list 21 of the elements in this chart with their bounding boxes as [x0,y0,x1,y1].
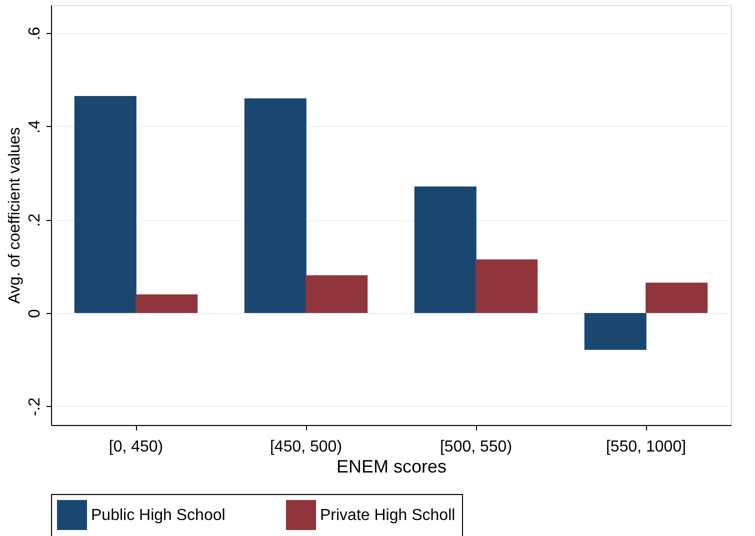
bar [74,96,136,313]
bar [414,186,476,313]
bar [646,282,708,313]
x-axis-title: ENEM scores [336,456,447,476]
x-tick-label: [450, 500) [270,438,342,456]
bar [584,313,646,350]
bar [306,275,368,313]
x-tick-label: [0, 450) [108,438,164,456]
y-tick-label: .2 [26,213,44,227]
bar [476,259,538,313]
bar [136,294,198,313]
x-tick-label: [550, 1000] [606,438,686,456]
y-tick-label: .4 [26,120,44,134]
x-tick-label: [500, 550) [440,438,512,456]
legend-label: Private High Scholl [320,507,456,524]
y-axis-title: Avg. of coefficient values [6,127,24,304]
y-tick-label: .6 [26,26,44,40]
y-tick-label: -.2 [26,397,44,416]
y-tick-label: 0 [26,308,44,318]
legend-label: Public High School [91,507,226,524]
bar [244,98,306,313]
